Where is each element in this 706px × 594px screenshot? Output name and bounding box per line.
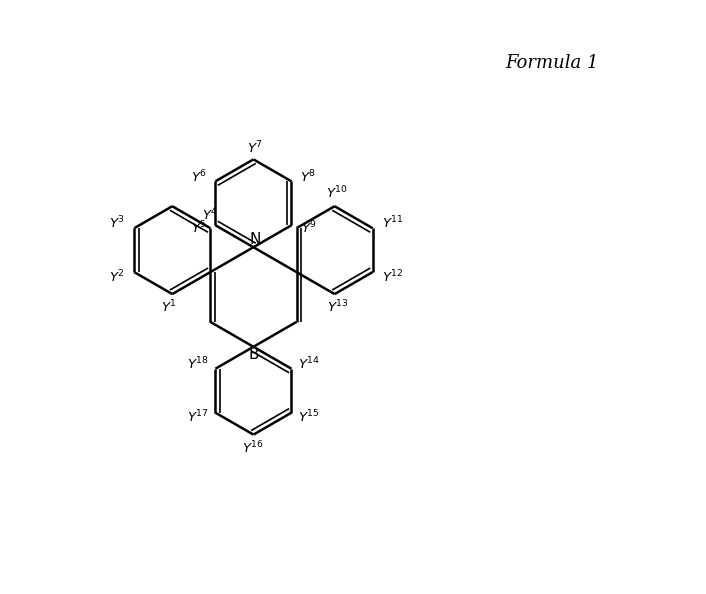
Text: $Y^{10}$: $Y^{10}$: [326, 185, 349, 201]
Text: $Y^8$: $Y^8$: [300, 168, 316, 185]
Text: $Y^{12}$: $Y^{12}$: [382, 268, 404, 285]
Text: $Y^3$: $Y^3$: [109, 215, 125, 232]
Text: $Y^{15}$: $Y^{15}$: [298, 409, 320, 426]
Text: $Y^4$: $Y^4$: [202, 207, 218, 223]
Text: $Y^{17}$: $Y^{17}$: [187, 409, 209, 426]
Text: $Y^{11}$: $Y^{11}$: [382, 215, 404, 232]
Text: $Y^2$: $Y^2$: [109, 268, 124, 285]
Text: Formula 1: Formula 1: [505, 53, 599, 72]
Text: $Y^1$: $Y^1$: [162, 299, 177, 315]
Text: $Y^{16}$: $Y^{16}$: [242, 439, 265, 456]
Text: $Y^7$: $Y^7$: [246, 140, 263, 156]
Text: N: N: [249, 232, 261, 247]
Text: $Y^5$: $Y^5$: [191, 220, 207, 236]
Text: $Y^{14}$: $Y^{14}$: [298, 356, 320, 372]
Text: B: B: [249, 347, 258, 362]
Text: $Y^6$: $Y^6$: [191, 168, 207, 185]
Text: $Y^{13}$: $Y^{13}$: [327, 299, 349, 315]
Text: $Y^9$: $Y^9$: [301, 220, 317, 236]
Text: $Y^{18}$: $Y^{18}$: [187, 356, 209, 372]
